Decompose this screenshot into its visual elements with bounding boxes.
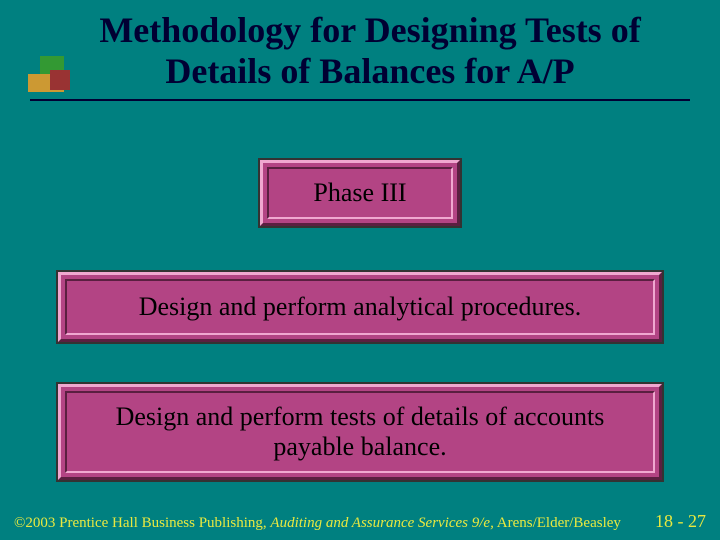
- footer-book-title: Auditing and Assurance Services 9/e,: [270, 515, 493, 531]
- step-box-1: Design and perform analytical procedures…: [58, 272, 662, 342]
- phase-box: Phase III: [260, 160, 460, 226]
- footer: ©2003 Prentice Hall Business Publishing,…: [0, 511, 720, 532]
- step-box-2: Design and perform tests of details of a…: [58, 384, 662, 480]
- footer-authors: Arens/Elder/Beasley: [494, 515, 621, 531]
- page-number: 18 - 27: [655, 511, 706, 532]
- footer-copyright: ©2003 Prentice Hall Business Publishing,…: [14, 515, 621, 532]
- slide-title: Methodology for Designing Tests of Detai…: [60, 10, 680, 93]
- phase-label: Phase III: [267, 167, 453, 219]
- step-1-text: Design and perform analytical procedures…: [65, 279, 655, 335]
- title-block: Methodology for Designing Tests of Detai…: [0, 0, 720, 93]
- footer-prefix: ©2003 Prentice Hall Business Publishing,: [14, 515, 270, 531]
- step-2-text: Design and perform tests of details of a…: [65, 391, 655, 473]
- title-underline: [30, 99, 690, 101]
